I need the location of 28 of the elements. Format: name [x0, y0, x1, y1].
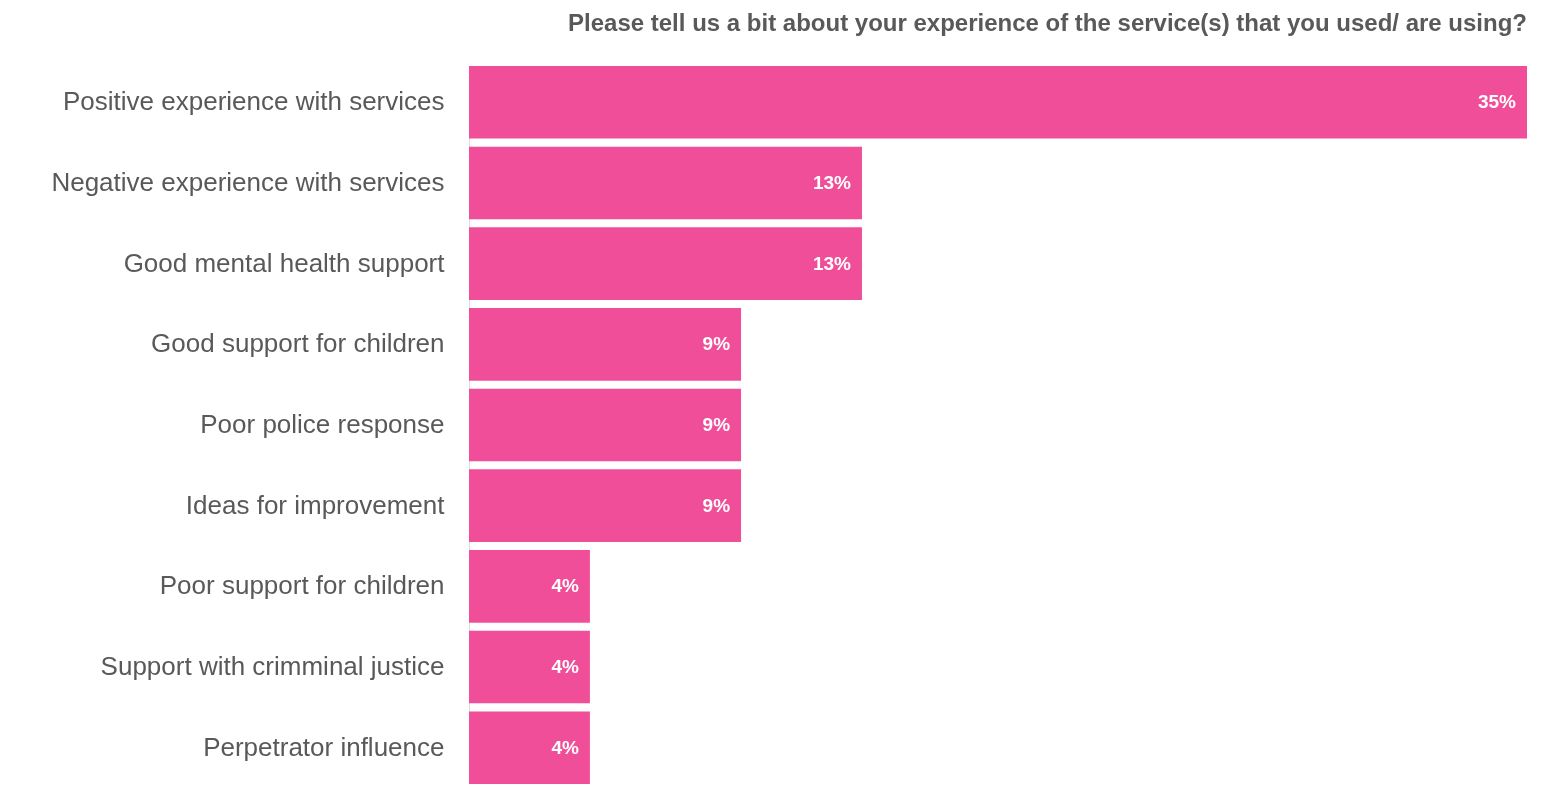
- y-tick-label: Poor police response: [200, 409, 445, 439]
- bar: [469, 630, 590, 704]
- bar: [469, 66, 1527, 139]
- data-label: 4%: [551, 736, 580, 758]
- bar: [469, 388, 742, 462]
- bar: [469, 711, 590, 784]
- y-tick-label: Ideas for improvement: [185, 489, 446, 520]
- bar: [469, 550, 590, 623]
- y-tick-label: Perpetrator influence: [203, 731, 445, 762]
- bar: [469, 146, 862, 220]
- data-label: 35%: [1477, 91, 1517, 113]
- y-tick-label: Positive experience with services: [63, 86, 445, 117]
- data-label: 9%: [702, 414, 731, 435]
- bar: [469, 469, 742, 542]
- data-label: 4%: [551, 656, 580, 678]
- data-label: 9%: [702, 333, 731, 355]
- data-label: 13%: [812, 252, 852, 274]
- y-tick-label: Poor support for children: [159, 570, 445, 601]
- data-label: 4%: [551, 575, 580, 597]
- chart-title: Please tell us a bit about your experience of the service(s) that you used/ are using?: [568, 9, 1527, 36]
- data-label: 9%: [702, 494, 731, 516]
- bar: [469, 308, 742, 381]
- y-tick-label: Negative experience with services: [51, 166, 445, 197]
- bar: [469, 227, 862, 300]
- data-label: 13%: [812, 171, 852, 193]
- y-tick-label: Support with crimminal justice: [100, 651, 445, 682]
- y-tick-label: Good support for children: [151, 328, 445, 359]
- y-tick-label: Good mental health support: [123, 247, 446, 278]
